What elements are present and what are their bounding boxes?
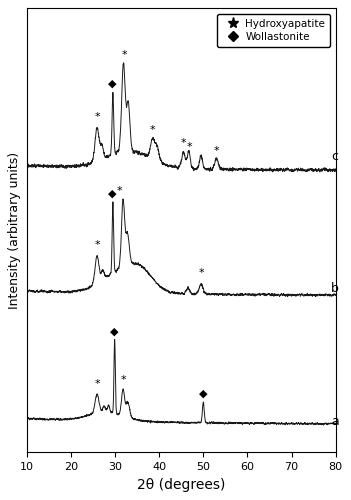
X-axis label: 2θ (degrees): 2θ (degrees) <box>137 478 225 492</box>
Text: *: * <box>150 124 155 134</box>
Text: *: * <box>122 50 128 60</box>
Text: ◆: ◆ <box>111 326 119 336</box>
Text: *: * <box>181 138 186 148</box>
Text: c: c <box>331 150 338 163</box>
Text: a: a <box>331 414 339 428</box>
Text: *: * <box>198 268 204 278</box>
Legend: Hydroxyapatite, Wollastonite: Hydroxyapatite, Wollastonite <box>217 14 330 47</box>
Text: *: * <box>120 375 126 385</box>
Text: *: * <box>214 146 219 156</box>
Text: *: * <box>117 186 122 196</box>
Text: *: * <box>94 240 100 250</box>
Text: ◆: ◆ <box>199 388 207 398</box>
Text: *: * <box>186 142 192 152</box>
Text: b: b <box>331 282 339 296</box>
Text: ◆: ◆ <box>108 78 116 88</box>
Text: ◆: ◆ <box>108 189 116 199</box>
Text: *: * <box>94 112 100 122</box>
Text: *: * <box>94 379 100 389</box>
Y-axis label: Intensity (arbitrary units): Intensity (arbitrary units) <box>8 152 21 309</box>
